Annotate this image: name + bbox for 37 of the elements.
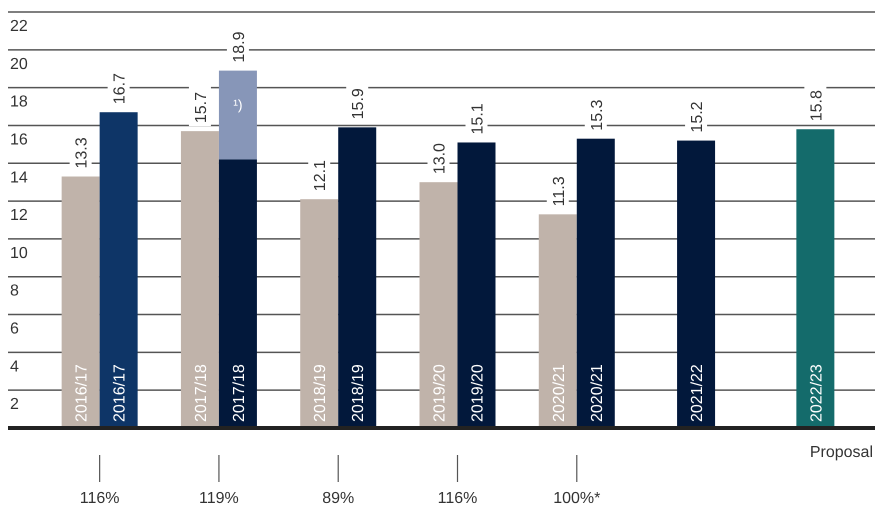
data-label: 13.0: [432, 142, 448, 174]
x-tick-label: 2020/21: [550, 364, 568, 422]
x-tick-label: 2021/22: [689, 364, 706, 422]
y-tick-label: 8: [10, 282, 19, 300]
y-tick-label: 4: [10, 358, 19, 376]
y-tick-label: 6: [10, 320, 19, 338]
y-tick-label: 14: [10, 169, 28, 186]
annotation: ¹): [233, 96, 243, 112]
text: 100%*: [553, 490, 600, 507]
data-label: 16.7: [112, 72, 129, 104]
data-label: 11.3: [550, 176, 568, 206]
x-tick-label: 2016/17: [74, 364, 91, 422]
y-tick-label: 10: [10, 244, 28, 262]
data-label: 18.9: [230, 31, 248, 63]
y-tick-label: 2: [10, 396, 19, 414]
data-label: 13.3: [74, 137, 91, 169]
y-tick-label: 22: [10, 18, 28, 35]
data-label: 12.1: [312, 160, 330, 192]
data-label: 15.3: [588, 99, 606, 131]
data-label: 15.8: [808, 90, 826, 122]
text: Proposal: [810, 444, 873, 461]
y-tick-label: 18: [10, 94, 28, 111]
x-tick-label: 2018/19: [312, 364, 330, 422]
text: 119%: [199, 490, 239, 507]
data-label: 15.2: [689, 101, 706, 133]
data-label: 15.7: [192, 92, 210, 124]
x-tick-label: 2019/20: [432, 364, 448, 422]
x-tick-label: 2017/18: [192, 364, 210, 422]
data-label: 15.9: [350, 88, 368, 120]
text: 89%: [322, 490, 354, 507]
y-tick-label: 16: [10, 131, 28, 148]
text: 116%: [80, 490, 120, 507]
data-label: 15.1: [470, 103, 486, 134]
y-tick-label: 12: [10, 207, 28, 224]
y-tick-label: 20: [10, 56, 28, 73]
x-tick-label: 2022/23: [808, 364, 826, 422]
text: 116%: [438, 490, 478, 507]
